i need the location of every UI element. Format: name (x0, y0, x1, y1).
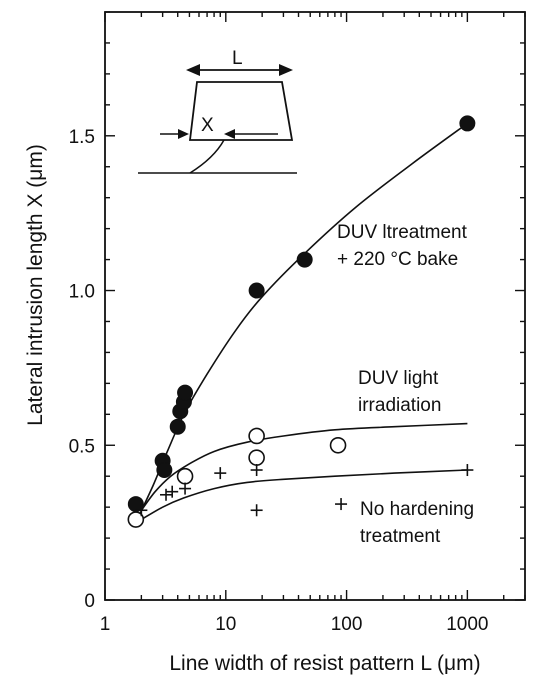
axes: 1 10 100 1000 0 0.5 1.0 1.5 (69, 11, 526, 635)
inset-diagram: L X (138, 48, 297, 174)
inset-L-arrowhead-right (279, 64, 293, 76)
point-plus (160, 488, 173, 501)
point-plus (166, 485, 179, 498)
series-labels: DUV ltreatment + 220 °C bake DUV light i… (337, 222, 474, 547)
point-plus (461, 464, 474, 477)
x-tick-label: 100 (331, 614, 363, 635)
inset-label-X: X (201, 115, 214, 136)
x-axis-label: Line width of resist pattern L (μm) (169, 652, 480, 675)
inset-L-arrowhead-left (186, 64, 200, 76)
point-plus (250, 464, 263, 477)
point-plus (250, 504, 263, 517)
point-plus (335, 498, 348, 511)
point-open-circle (176, 467, 194, 485)
point-filled-circle (296, 251, 313, 268)
inset-X-arrowhead-right (224, 129, 235, 139)
inset-label-L: L (232, 48, 243, 69)
x-tick-label: 1000 (446, 614, 488, 635)
point-filled-circle (248, 282, 265, 299)
fit-curves (137, 122, 468, 521)
inset-intrusion-curve (189, 139, 225, 174)
fit-curve-series-2 (141, 469, 468, 521)
inset-X-arrowhead-left (178, 129, 189, 139)
y-axis-label: Lateral intrusion length X (μm) (24, 144, 47, 426)
series-label-bake-line1: DUV ltreatment (337, 222, 468, 243)
series-label-nohard-line2: treatment (360, 526, 441, 547)
inset-resist-trapezoid (188, 81, 294, 141)
point-filled-circle (156, 462, 173, 479)
point-plus (135, 504, 148, 517)
point-open-circle (127, 511, 145, 528)
point-plus (214, 467, 227, 480)
point-open-circle (248, 427, 265, 445)
y-tick-label: 1.5 (69, 127, 95, 148)
plot-frame (104, 11, 526, 601)
series-label-bake-line2: + 220 °C bake (337, 249, 458, 270)
point-filled-circle (177, 384, 194, 401)
point-filled-circle (169, 418, 186, 435)
point-filled-circle (459, 115, 476, 132)
series-label-duv-line2: irradiation (358, 395, 441, 416)
fit-curve-series-1 (140, 422, 468, 511)
data-points (127, 115, 476, 528)
y-tick-label: 0.5 (69, 436, 95, 457)
x-tick-label: 1 (100, 614, 111, 635)
x-tick-label: 10 (215, 614, 236, 635)
y-tick-label: 0 (84, 591, 95, 612)
point-open-circle (248, 449, 265, 466)
y-tick-label: 1.0 (69, 282, 95, 303)
point-plus (179, 482, 192, 495)
fit-curve-series-0 (137, 122, 468, 517)
point-open-circle (329, 436, 347, 454)
series-label-duv-line1: DUV light (358, 368, 439, 389)
series-label-nohard-line1: No hardening (360, 499, 474, 520)
